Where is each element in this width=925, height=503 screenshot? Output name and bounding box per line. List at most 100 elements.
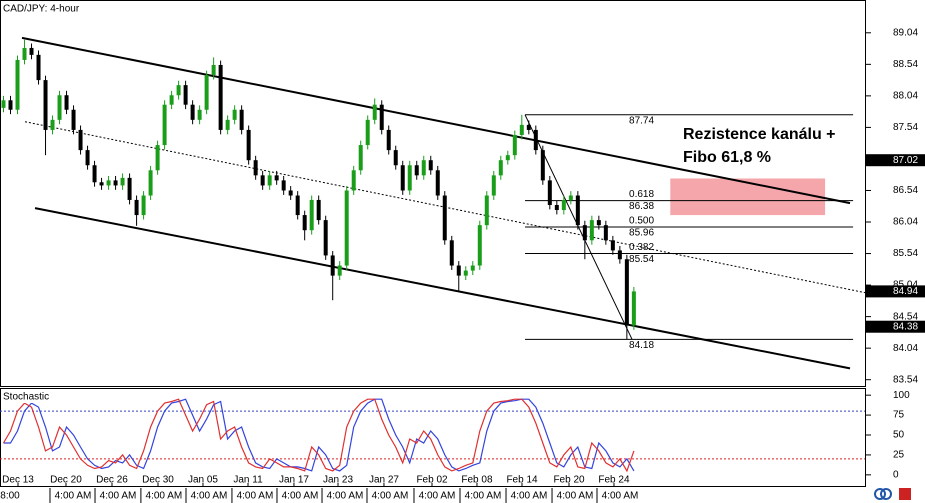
candle-body [169,95,174,105]
candle-body [491,175,496,196]
candle-body [1,100,6,108]
candle-body [589,220,594,241]
candle-body [400,165,405,191]
price-marker-box [866,320,925,333]
candle-body [358,145,363,171]
y-tick-label: 86.04 [893,217,918,228]
candle-body [554,204,559,211]
stochastic-y-tick-label: 0 [893,469,899,480]
y-tick-label: 89.04 [893,27,918,38]
x-time-label: 4:00 AM [55,491,92,502]
link-icon[interactable] [880,488,892,500]
candle-body [330,255,335,276]
candle-body [386,129,391,151]
fib-price-label: 87.74 [629,115,654,126]
close-icon[interactable] [899,488,911,500]
x-time-label: 4:00 AM [191,491,228,502]
candle-body [323,220,328,256]
stochastic-line [3,398,635,472]
x-tick-label: Feb 14 [506,475,538,486]
x-tick-label: Dec 13 [2,475,34,486]
price-marker-box [866,285,925,298]
stochastic-line [2,398,635,473]
candle-body [302,215,307,231]
x-time-label: 4:00 AM [146,491,183,502]
candle-body [596,220,601,226]
candle-body [148,170,153,196]
candle-body [253,160,258,176]
candle-body [526,124,531,130]
candle-body [505,155,510,161]
candle-body [365,119,370,146]
chart-title: CAD/JPY: 4-hour [3,4,80,15]
candle-body [519,124,524,135]
candle-body [134,199,139,216]
candle-body [603,225,608,241]
candle-body [50,119,55,130]
fib-price-label: 84.18 [629,340,654,351]
candle-body [449,240,454,266]
price-marker-label: 84.38 [893,321,918,332]
candle-body [155,145,160,171]
candle-body [78,129,83,151]
trend-line [34,207,851,370]
stochastic-panel [0,388,866,487]
candle-body [204,75,209,110]
x-time-label: 4:00 AM [602,491,639,502]
candle-body [428,160,433,171]
x-tick-label: Feb 08 [461,475,493,486]
candle-body [29,47,34,55]
candle-body [218,64,223,130]
candle-body [232,109,237,120]
y-tick-label: 87.54 [893,122,918,133]
candle-body [540,150,545,181]
toolbar-icons[interactable] [874,488,911,500]
candle-body [274,175,279,181]
x-time-label: 4:00 AM [511,491,548,502]
candle-body [442,195,447,241]
annotation: Fibo 61,8 % [683,149,771,166]
candle-body [197,109,202,120]
stochastic-y-tick-label: 50 [893,430,905,441]
candle-body [288,190,293,196]
fib-price-label: 85.96 [629,228,654,239]
candle-body [113,180,118,186]
x-tick-label: Dec 26 [96,475,128,486]
y-tick-label: 88.54 [893,59,918,70]
candle-body [456,265,461,276]
candle-body [106,180,111,186]
x-tick-label: Jan 05 [188,475,218,486]
candle-body [610,240,615,251]
y-tick-label: 88.04 [893,91,918,102]
candle-body [120,177,125,186]
link-icon[interactable] [874,488,886,500]
candle-body [407,165,412,191]
candle-body [351,170,356,191]
candle-body [316,199,321,221]
stochastic-title-bg [1,389,57,403]
x-tick-label: Jan 17 [279,475,309,486]
title-bg [1,1,93,15]
candle-body [617,250,622,260]
trend-line [21,36,851,205]
x-time-label: 4:00 AM [237,491,274,502]
candle-body [470,265,475,271]
stochastic-y-tick-label: 100 [893,390,910,401]
stochastic-y-tick-label: 25 [893,450,905,461]
resistance-zone [670,178,826,216]
candle-body [295,195,300,216]
candle-body [64,95,69,110]
candle-body [337,265,342,276]
candle-body [57,95,62,120]
candle-body [498,160,503,176]
x-tick-label: Dec 30 [142,475,174,486]
candle-body [484,195,489,226]
candle-body [568,195,573,200]
y-tick-label: 86.54 [893,185,918,196]
y-tick-label: 85.54 [893,248,918,259]
candle-body [43,80,48,130]
candle-body [267,175,272,186]
price-marker-label: 87.02 [893,155,918,166]
candle-body [575,195,580,226]
